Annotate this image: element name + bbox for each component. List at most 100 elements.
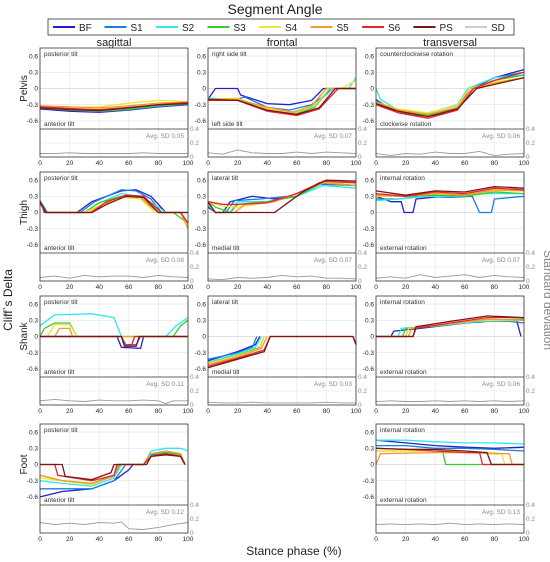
x-tick-label: 100 [351,160,362,167]
y-tick-label: -0.3 [27,478,39,485]
sd-tick-label: 0 [358,154,362,161]
row-title-pelvis: Pelvis [19,75,30,102]
sd-line [40,152,188,154]
x-tick-label: 100 [519,536,530,543]
sd-tick-label: 0.2 [358,388,367,395]
y-tick-label: 0 [370,462,374,469]
y-axis-label-right: Standard deviation [541,250,550,350]
panel-shank-transversal: internal rotation external rotation Avg. S… [363,295,535,415]
panel-shank-sagittal: posterior tilt anterior tilt Avg. SD 0.11 -… [27,295,199,415]
legend-label-ps: PS [440,23,454,34]
y-tick-label: -0.6 [195,118,207,125]
column-title-sagittal: sagittal [97,37,132,49]
y-tick-label: 0.3 [197,70,206,77]
sd-tick-label: 0.4 [358,374,367,381]
y-tick-label: -0.6 [195,366,207,373]
direction-label-top: internal rotation [380,175,425,182]
direction-label-bottom: external rotation [380,497,427,504]
x-tick-label: 80 [155,536,163,543]
x-tick-label: 0 [38,160,42,167]
x-tick-label: 80 [155,160,163,167]
sd-tick-label: 0.2 [526,516,535,523]
panel-foot-sagittal: posterior tilt anterior tilt Avg. SD 0.12 -… [27,423,199,543]
y-tick-label: -0.3 [27,350,39,357]
x-tick-label: 100 [183,408,194,415]
x-tick-label: 100 [351,408,362,415]
legend-label-sd: SD [491,23,505,34]
legend-label-s2: S2 [182,23,195,34]
x-axis-label: Stance phase (%) [246,544,341,558]
y-tick-label: 0.3 [29,194,38,201]
x-tick-label: 80 [491,160,499,167]
y-tick-label: 0.3 [29,318,38,325]
series-line-ps [376,315,525,338]
y-tick-label: 0.3 [197,194,206,201]
series-line-s1 [376,444,525,452]
x-tick-label: 100 [183,160,194,167]
x-tick-label: 40 [432,160,440,167]
panel-background [208,296,356,405]
x-tick-label: 80 [323,160,331,167]
y-tick-label: 0.6 [197,177,206,184]
series-line-ps [375,185,525,196]
y-tick-label: 0.6 [365,177,374,184]
row-title-thigh: Thigh [19,200,30,225]
x-tick-label: 20 [66,536,74,543]
sd-line [39,274,189,279]
direction-label-top: internal rotation [380,299,425,306]
x-tick-label: 20 [234,284,242,291]
x-tick-label: 40 [264,284,272,291]
direction-label-top: posterior tilt [44,299,78,306]
x-tick-label: 80 [491,284,499,291]
series-line-s4 [375,77,525,114]
series-line-ps [39,195,188,214]
series-line-s5 [208,87,356,113]
y-tick-label: 0.3 [29,446,38,453]
y-tick-label: -0.6 [27,494,39,501]
y-tick-label: 0.6 [29,301,38,308]
y-axis-label-left: Cliff`s Delta [1,269,15,331]
sd-tick-label: 0 [190,278,194,285]
series-line-s2 [375,192,524,202]
sd-tick-label: 0.4 [190,374,199,381]
direction-label-bottom: anterior tilt [44,245,75,252]
direction-label-top: right side tilt [212,51,247,58]
x-tick-label: 0 [206,160,210,167]
x-tick-label: 60 [125,536,133,543]
direction-label-top: lateral tilt [212,299,238,306]
legend: BF S1 S2 S3 S4 S5 S6 PS SD [47,18,515,36]
panel-frame [207,47,357,158]
x-tick-label: 60 [293,284,301,291]
x-tick-label: 20 [66,284,74,291]
x-tick-label: 60 [461,536,469,543]
sd-tick-label: 0.2 [526,140,535,147]
avg-sd-label: Avg. SD 0.06 [482,381,521,388]
sd-tick-label: 0.4 [526,250,535,257]
x-tick-label: 40 [432,536,440,543]
sd-tick-label: 0.2 [526,388,535,395]
direction-label-bottom: external rotation [380,245,427,252]
sd-tick-label: 0.4 [526,502,535,509]
sd-tick-label: 0.4 [358,250,367,257]
sd-tick-label: 0 [526,402,530,409]
x-tick-label: 0 [374,160,378,167]
avg-sd-label: Avg. SD 0.08 [146,257,185,264]
sd-tick-label: 0 [358,278,362,285]
y-tick-label: -0.3 [27,226,39,233]
y-tick-label: 0.6 [29,429,38,436]
direction-label-bottom: anterior tilt [44,369,75,376]
direction-label-bottom: external rotation [380,369,427,376]
panels: posterior tilt anterior tilt Avg. SD 0.05 -… [27,47,535,543]
panel-frame [39,47,189,158]
panel-frame [39,423,189,534]
series-line-ps [40,454,186,481]
legend-label-s5: S5 [337,23,350,34]
panel-background [376,296,524,405]
row-title-shank: Shank [19,321,30,350]
sd-line [375,522,525,526]
column-title-transversal: transversal [423,37,477,49]
x-tick-label: 0 [374,284,378,291]
y-tick-label: -0.6 [363,118,375,125]
y-tick-label: -0.3 [195,102,207,109]
sd-line [375,274,525,279]
